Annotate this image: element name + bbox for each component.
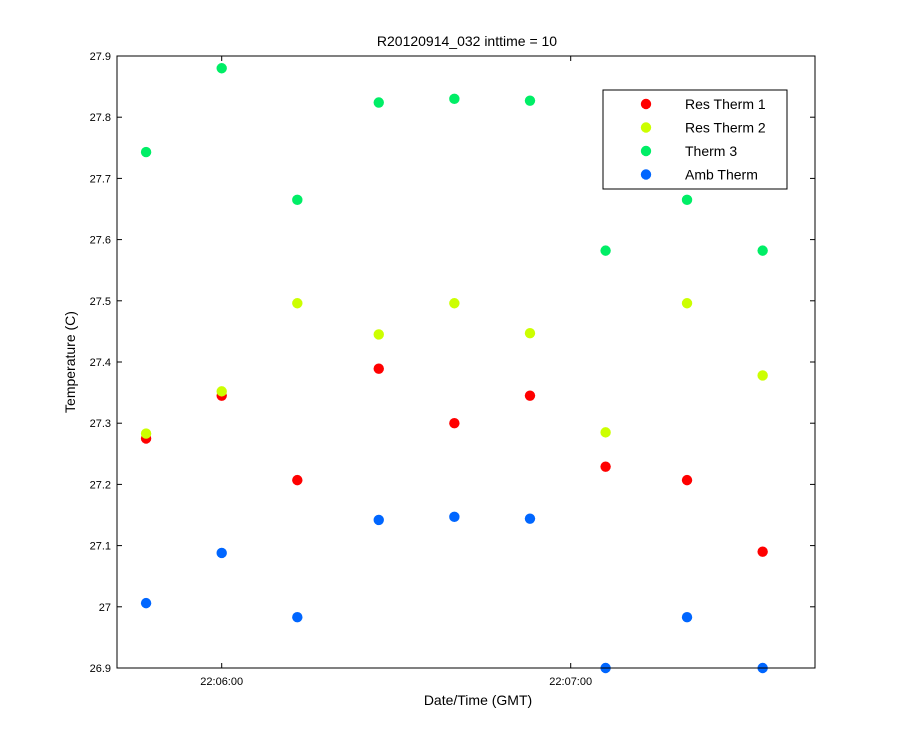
legend-marker [640,169,652,180]
data-point-series-3 [757,245,768,256]
y-axis-ticks: 26.9 27 27.1 27.2 27.3 27.4 27.5 27.6 27.7 27.8 27… [90,51,815,675]
data-point-series-1 [681,474,693,486]
data-point-series-3 [140,146,152,158]
data-point-series-3 [600,245,611,256]
data-point-series-4 [681,612,693,623]
data-point-series-3 [524,95,536,106]
chart-title: R20120914_032 inttime = 10 [377,33,557,49]
x-tick-label: 22:06:00 [200,676,243,688]
data-point-series-1 [600,461,611,472]
data-point-series-1 [373,363,384,374]
legend: Res Therm 1 Res Therm 2 Therm 3 Amb Therm [602,89,788,190]
legend-label: Res Therm 1 [685,96,766,112]
legend-label: Therm 3 [685,143,737,159]
y-axis-label: Temperature (C) [62,311,78,413]
data-point-series-1 [524,390,536,401]
legend-label: Amb Therm [685,167,758,183]
data-point-series-2 [140,428,152,439]
data-point-series-4 [216,547,227,559]
data-points [140,63,768,674]
legend-box [602,89,788,190]
y-tick-label: 27.6 [90,235,111,247]
plot-frame [116,55,816,669]
data-point-series-3 [292,194,303,206]
data-point-series-3 [373,97,384,108]
y-tick-label: 27 [99,602,111,614]
x-axis-ticks: 22:06:00 22:07:00 [200,56,592,688]
legend-marker [640,122,652,133]
data-point-series-3 [681,194,693,206]
data-point-series-2 [373,329,384,340]
y-tick-label: 27.7 [90,173,111,185]
data-point-series-3 [449,93,460,105]
y-tick-label: 27.5 [90,296,111,308]
y-tick-label: 27.8 [90,112,111,124]
data-point-series-4 [524,513,536,524]
data-point-series-4 [373,514,384,526]
x-tick-label: 22:07:00 [549,676,592,688]
y-tick-label: 27.3 [90,418,111,430]
data-point-series-2 [524,328,536,339]
y-tick-label: 27.4 [90,357,111,369]
y-tick-label: 27.2 [90,479,111,491]
legend-marker [640,98,652,110]
data-point-series-2 [216,386,227,397]
data-point-series-4 [449,511,460,523]
y-tick-label: 27.1 [90,541,111,553]
data-point-series-3 [216,63,227,74]
data-point-series-2 [600,427,611,438]
data-point-series-2 [449,298,460,309]
x-axis-label: Date/Time (GMT) [424,692,532,708]
y-tick-label: 26.9 [90,663,111,675]
data-point-series-1 [292,474,303,486]
data-point-series-4 [140,597,152,609]
data-point-series-1 [449,418,460,429]
data-point-series-2 [292,298,303,309]
legend-marker [640,145,652,157]
data-point-series-2 [757,370,768,381]
legend-label: Res Therm 2 [685,120,766,136]
data-point-series-4 [292,612,303,623]
y-tick-label: 27.9 [90,51,111,63]
data-point-series-1 [757,546,768,557]
data-point-series-2 [681,298,693,309]
